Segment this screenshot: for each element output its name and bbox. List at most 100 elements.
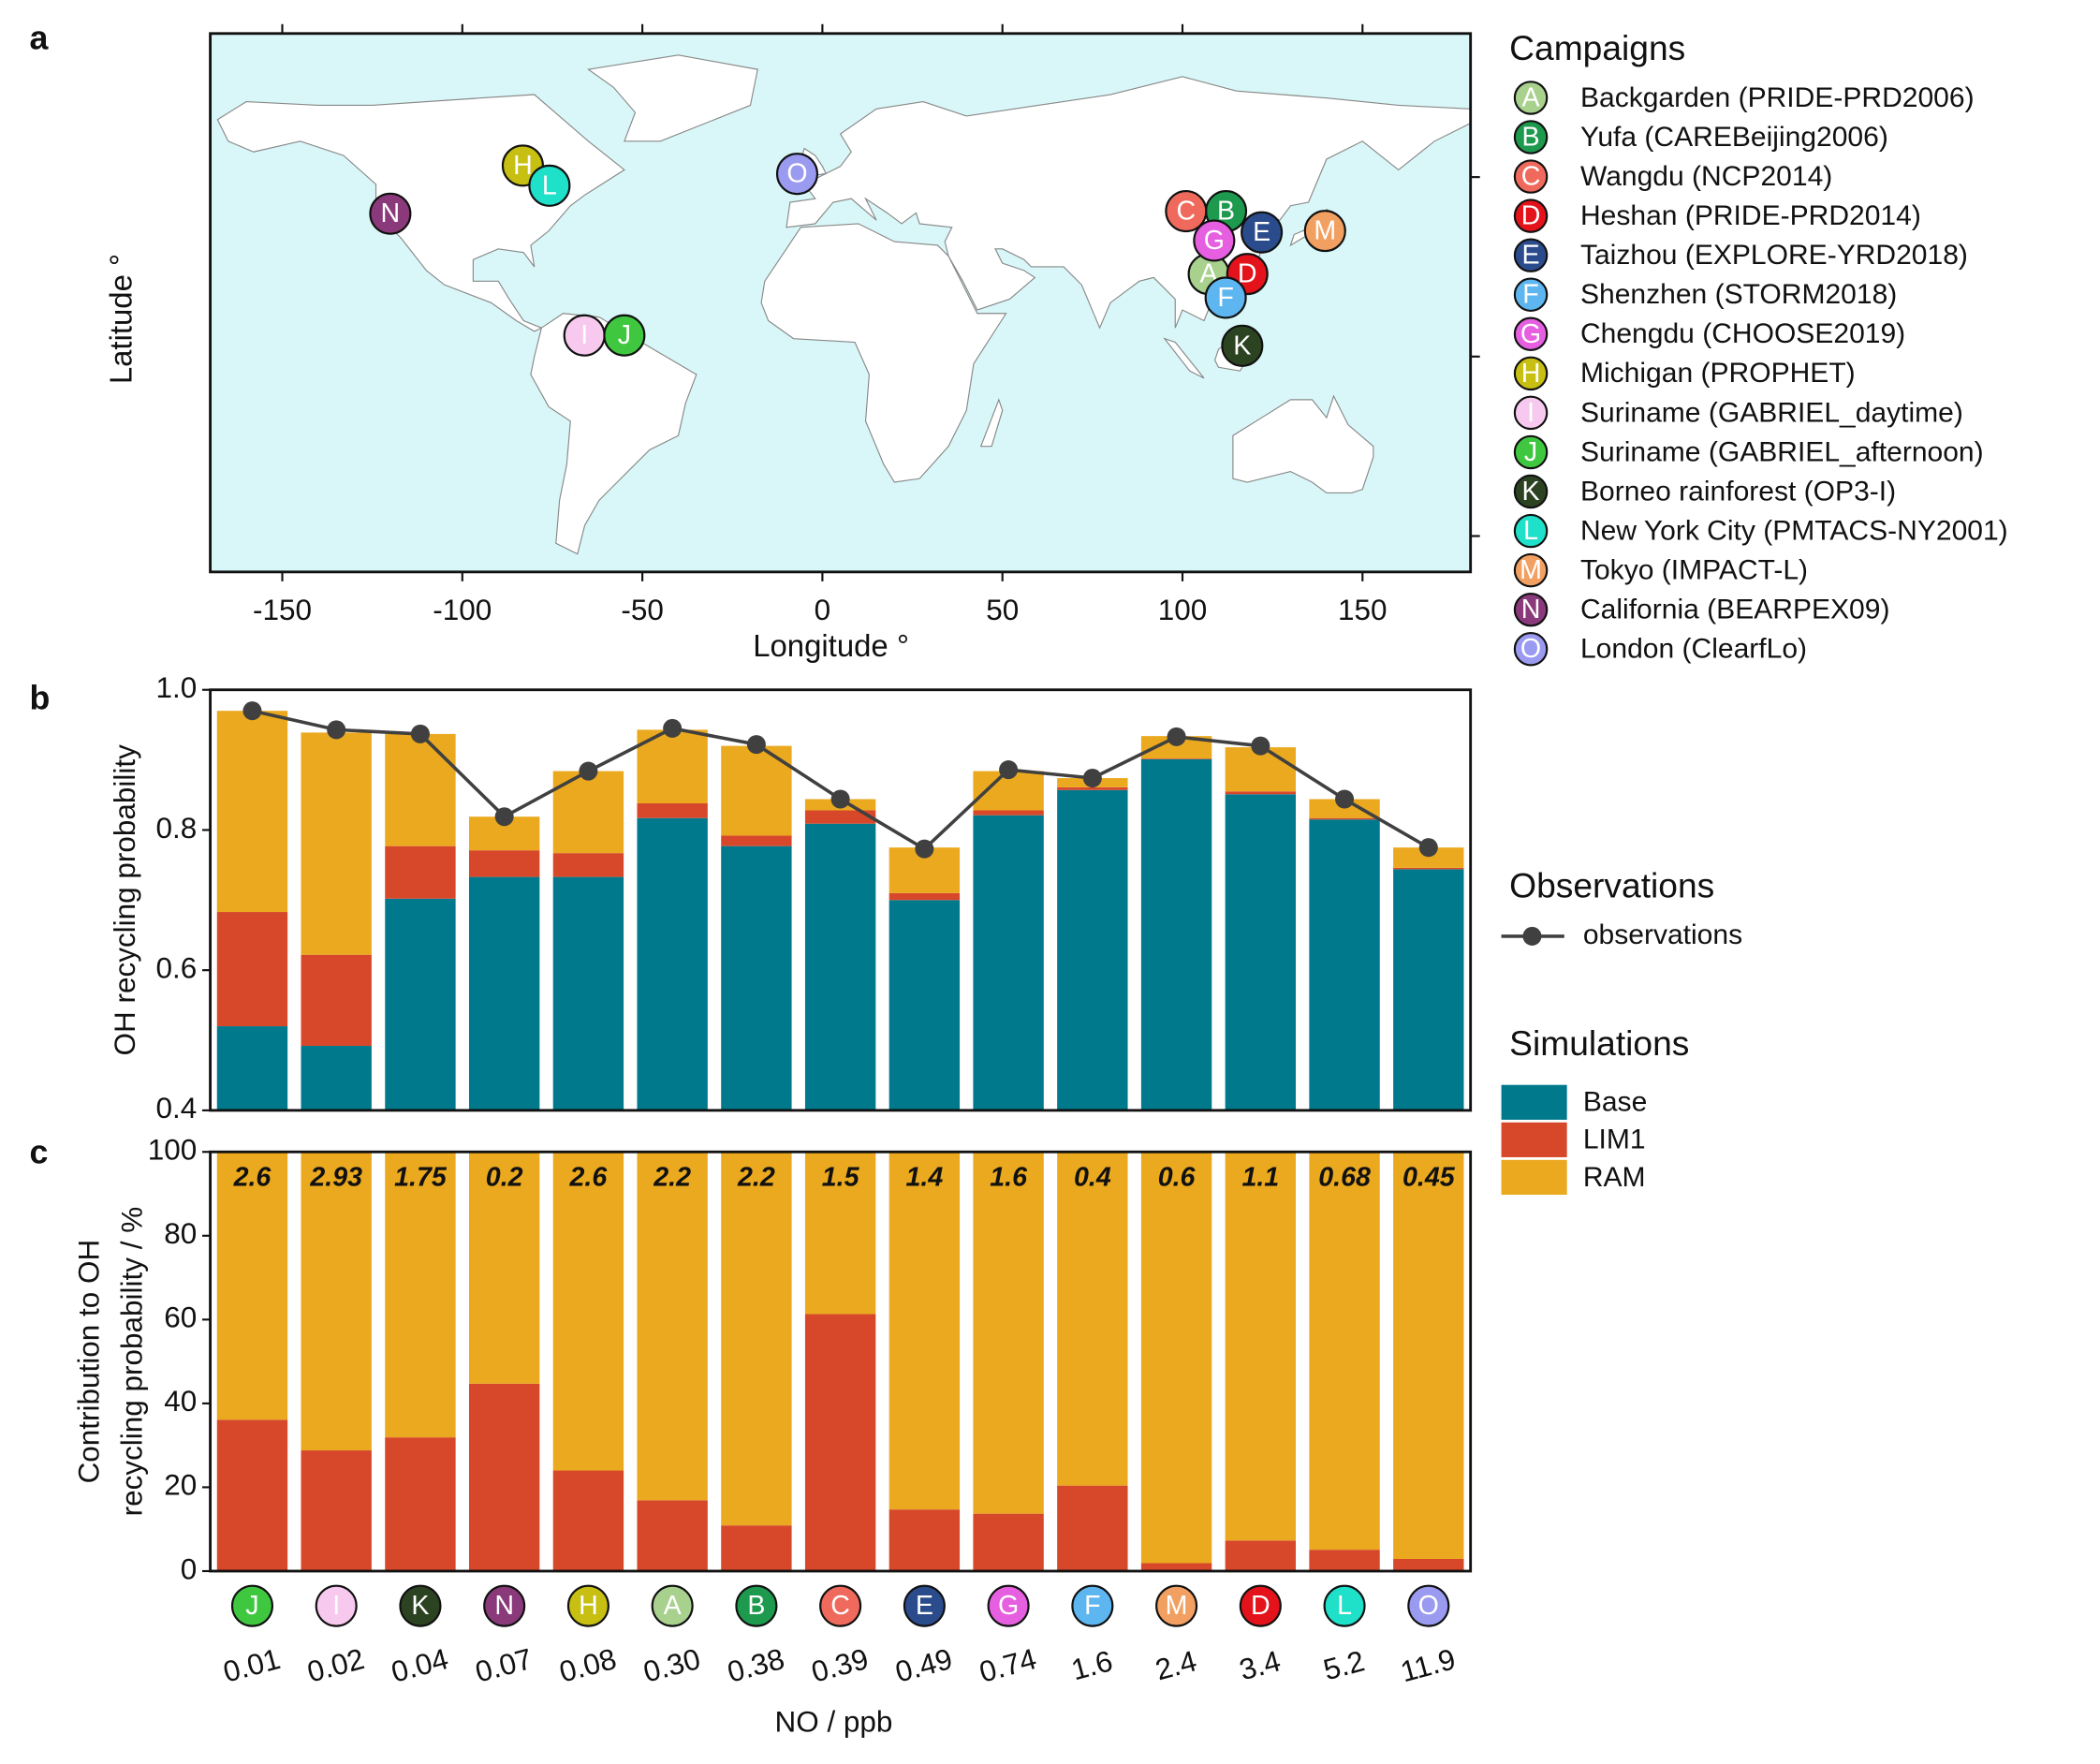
y-axis-label: Contribution to OH	[73, 1240, 106, 1484]
legend-marker-letter: C	[1521, 162, 1541, 192]
bar-segment	[216, 912, 288, 1027]
bar-segment	[468, 876, 540, 1110]
campaign-marker-letter: G	[1204, 226, 1225, 256]
bar-segment	[804, 1152, 876, 1315]
bar-segment	[637, 1152, 708, 1501]
bar-segment	[301, 1152, 372, 1451]
observation-point	[915, 839, 934, 859]
continent	[760, 223, 1007, 483]
bar-segment	[552, 853, 624, 877]
campaign-marker	[528, 164, 571, 207]
category-marker	[399, 1584, 442, 1627]
x-tick-label: 11.9	[1397, 1642, 1459, 1688]
plot-frame	[209, 1150, 1473, 1573]
x-axis-label: NO / ppb	[775, 1705, 893, 1738]
campaign-marker	[1204, 276, 1247, 319]
legend-marker	[1513, 277, 1549, 312]
bar-segment	[1225, 1152, 1297, 1541]
bar-segment	[888, 900, 961, 1110]
bar-segment	[468, 1383, 540, 1571]
category-marker	[735, 1584, 778, 1627]
bar-segment	[1057, 789, 1128, 1110]
y-tick-label: 40	[164, 1385, 197, 1418]
category-marker-letter: O	[1418, 1591, 1439, 1621]
legend-point	[1522, 926, 1542, 946]
category-marker-letter: B	[747, 1591, 765, 1621]
y-tick-label: 0.4	[156, 1092, 198, 1125]
x-tick-label: 0.49	[892, 1642, 956, 1689]
bar-segment	[1140, 1563, 1212, 1571]
x-tick-label: 1.6	[1068, 1644, 1116, 1686]
x-tick-label: 5.2	[1320, 1644, 1368, 1686]
legend-marker	[1513, 356, 1549, 391]
bar-segment	[552, 876, 624, 1110]
legend-label: Shenzhen (STORM2018)	[1580, 279, 1897, 310]
legend-swatch	[1501, 1122, 1567, 1157]
observation-point	[1251, 736, 1270, 756]
legend-marker	[1513, 316, 1549, 352]
y-tick-label: 0	[181, 1552, 198, 1585]
x-axis-label: Longitude °	[753, 628, 909, 663]
category-marker	[987, 1584, 1030, 1627]
bar-segment	[1393, 847, 1464, 868]
legend-marker-letter: J	[1524, 437, 1537, 467]
x-tick-label: 0.74	[976, 1642, 1039, 1689]
bar-annotation: 2.2	[653, 1162, 691, 1192]
legend-label: LIM1	[1583, 1125, 1646, 1155]
bar-segment	[637, 817, 708, 1110]
category-marker-letter: C	[830, 1591, 850, 1621]
category-marker	[1155, 1584, 1198, 1627]
bar-annotation: 0.68	[1318, 1162, 1371, 1192]
bar-annotation: 0.45	[1402, 1162, 1456, 1192]
legend-marker-letter: D	[1521, 201, 1541, 231]
campaign-marker-letter: O	[786, 159, 807, 189]
bar-annotation: 1.1	[1241, 1162, 1279, 1192]
legend-marker	[1513, 592, 1549, 627]
bar-segment	[216, 1419, 288, 1571]
legend-label: London (ClearfLo)	[1580, 634, 1807, 665]
category-marker-letter: A	[664, 1591, 683, 1621]
bar-segment	[1309, 1152, 1380, 1551]
bar-segment	[216, 1026, 288, 1110]
bar-segment	[1225, 791, 1297, 795]
campaign-marker	[775, 153, 819, 196]
bar-segment	[216, 1152, 288, 1420]
bar-segment	[1309, 799, 1380, 818]
x-tick-label: -150	[253, 594, 312, 626]
y-tick-label: 0.8	[156, 812, 198, 845]
legend-label: Chengdu (CHOOSE2019)	[1580, 318, 1905, 349]
x-tick-label: -100	[433, 594, 492, 626]
category-marker-letter: H	[579, 1591, 598, 1621]
observation-point	[242, 701, 262, 721]
bar-segment	[552, 1152, 624, 1471]
bar-segment	[1393, 1558, 1464, 1571]
y-tick-label: 1.0	[156, 671, 198, 704]
legend-marker	[1513, 632, 1549, 667]
bar-segment	[385, 898, 456, 1110]
bar-segment	[637, 803, 708, 818]
bar-segment	[888, 892, 961, 901]
category-marker-letter: K	[411, 1591, 429, 1621]
bar-annotation: 1.4	[905, 1162, 943, 1192]
legend-marker-letter: E	[1522, 241, 1540, 271]
category-marker	[566, 1584, 609, 1627]
category-marker	[1239, 1584, 1282, 1627]
legend-marker-letter: L	[1523, 516, 1538, 546]
campaign-marker-letter: D	[1238, 259, 1257, 289]
bar-segment	[385, 1152, 456, 1438]
bar-segment	[1393, 869, 1464, 1110]
legend-marker-letter: K	[1522, 477, 1540, 507]
plot-frame	[209, 688, 1473, 1112]
legend-swatch	[1501, 1159, 1567, 1196]
observation-point	[1082, 769, 1102, 788]
bar-segment	[1309, 1550, 1380, 1571]
category-marker	[819, 1584, 862, 1627]
legend-label: New York City (PMTACS-NY2001)	[1580, 515, 2008, 546]
category-marker	[1323, 1584, 1366, 1627]
continent	[586, 54, 758, 142]
observation-point	[327, 720, 346, 740]
legend-label: Borneo rainforest (OP3-I)	[1580, 476, 1896, 507]
bar-segment	[1309, 819, 1380, 1110]
